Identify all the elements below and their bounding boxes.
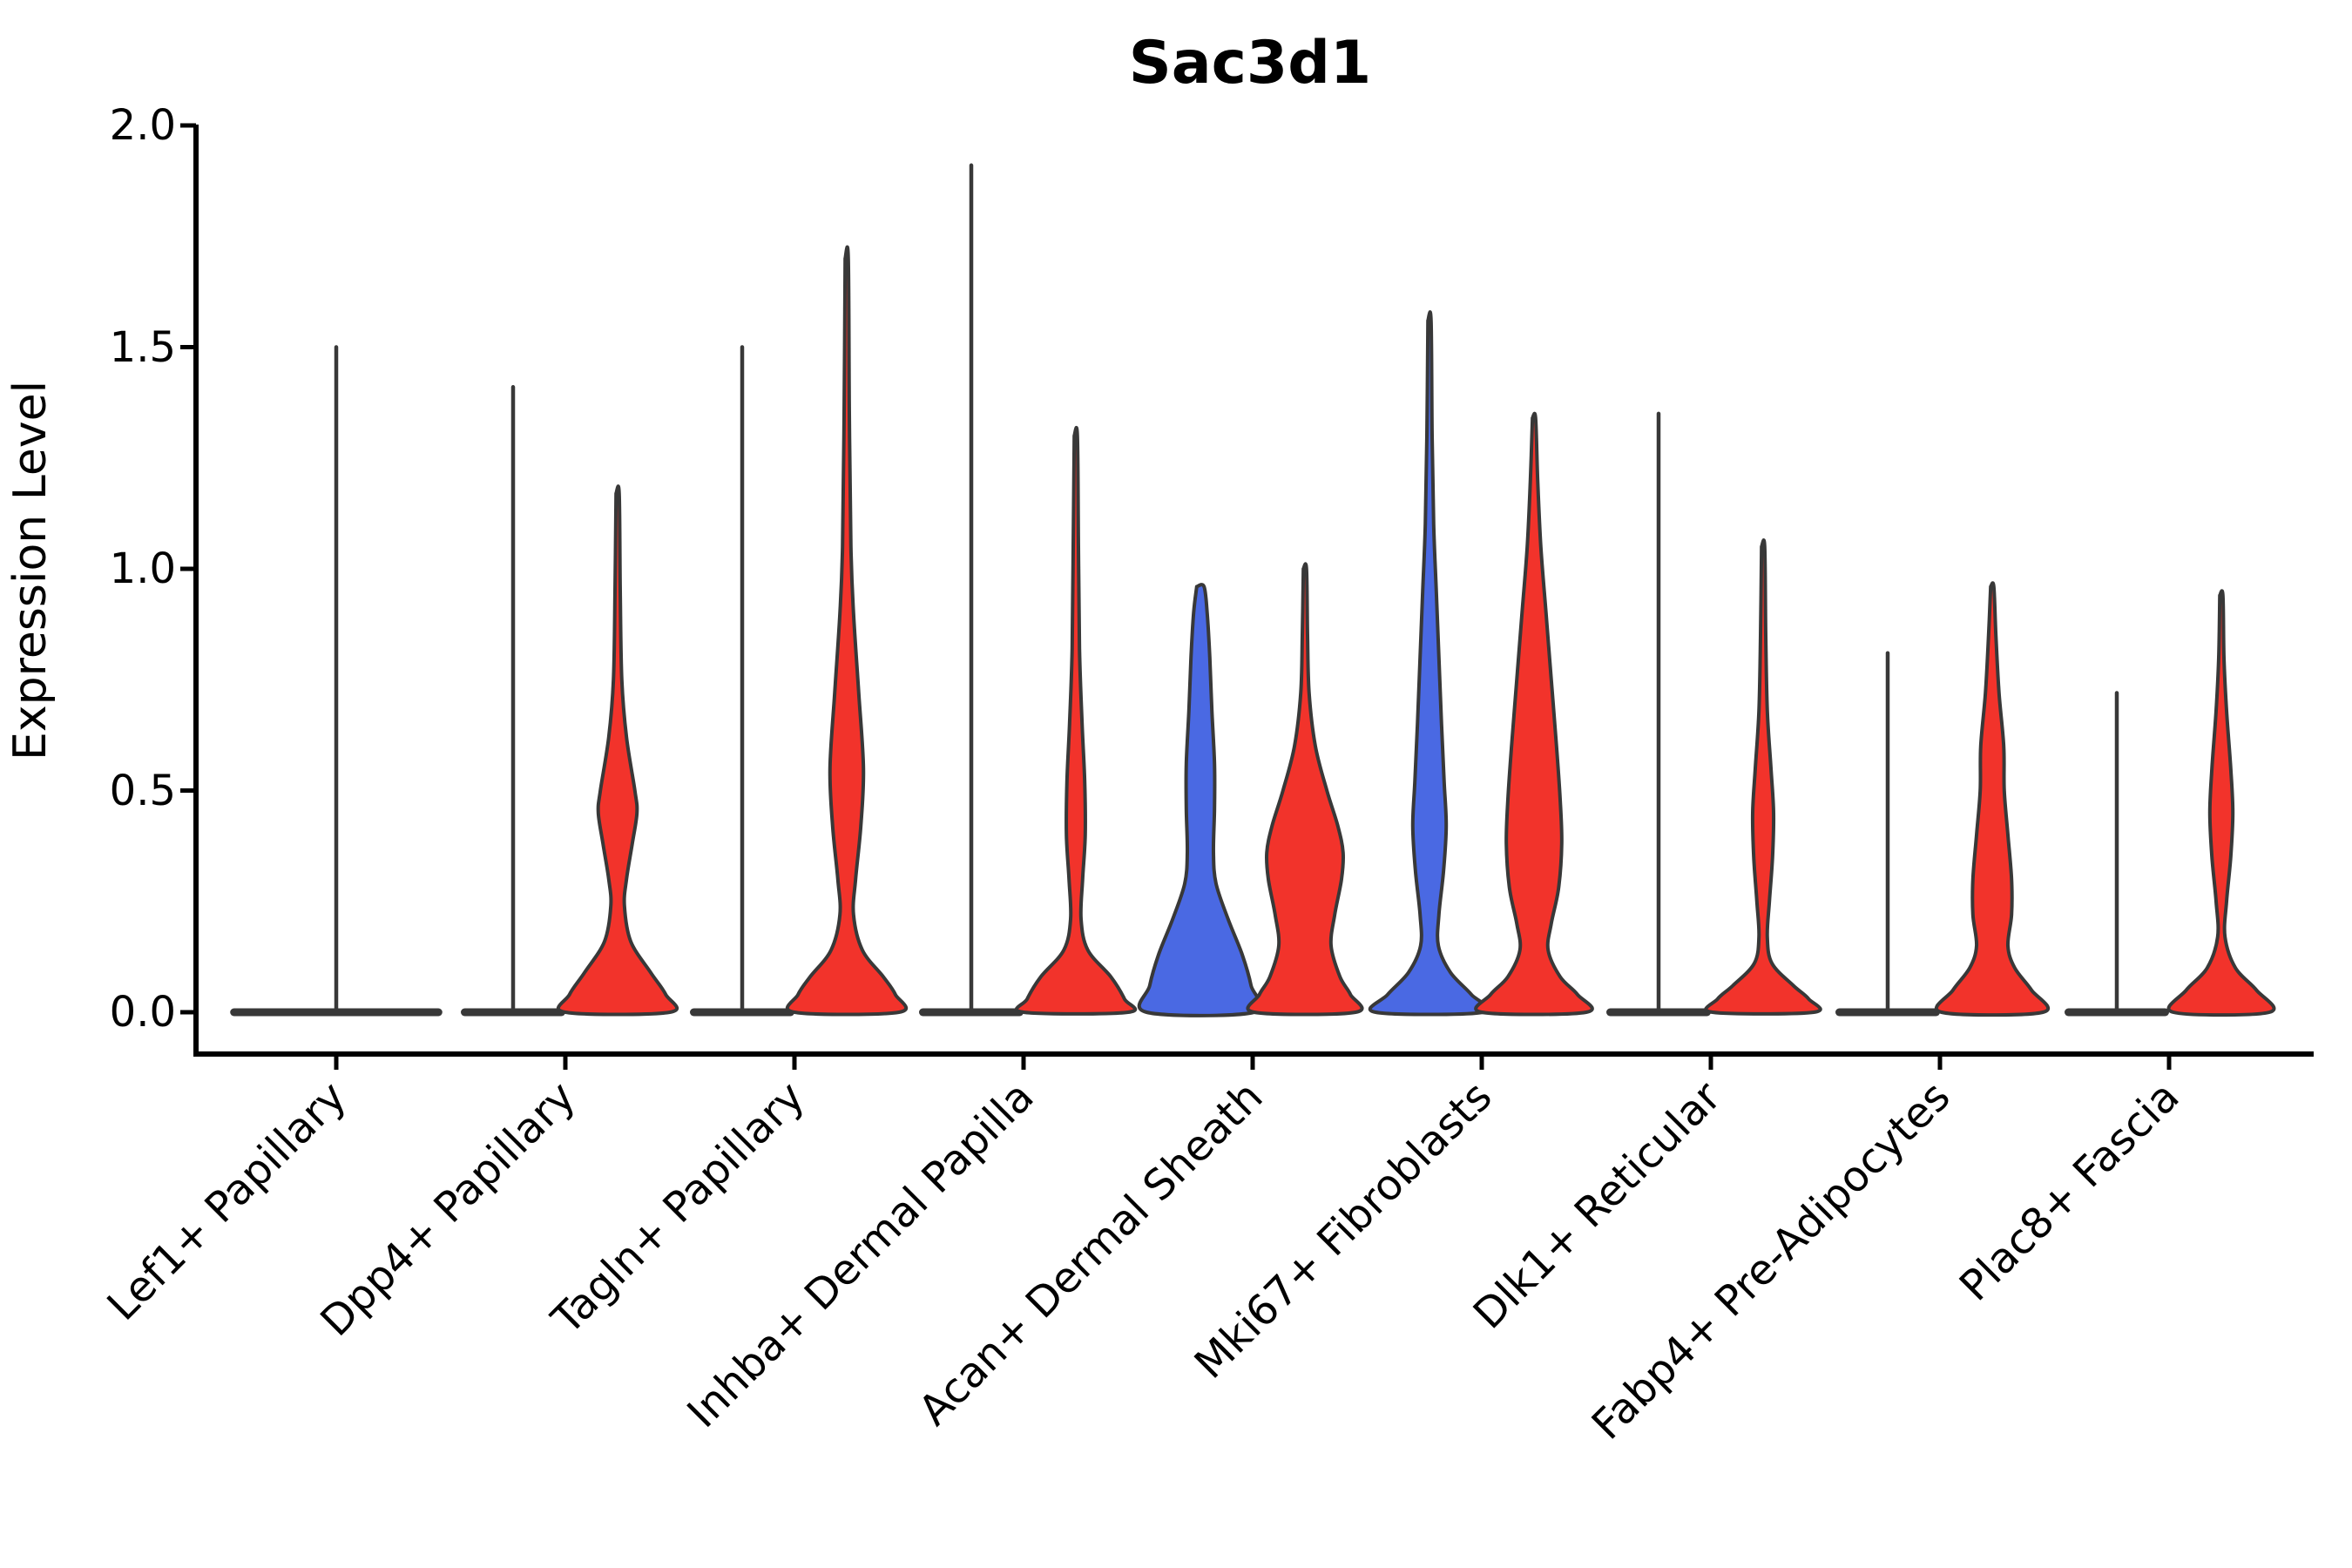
- x-tick-label-0: Lef1+ Papillary: [98, 1072, 356, 1330]
- y-tick-label-0: 0.0: [110, 988, 176, 1037]
- violin-mki67-right: [1474, 411, 1594, 1017]
- axes-layer: [180, 123, 2314, 1070]
- violin-acan-left: [1137, 583, 1264, 1017]
- violin-inhba-right: [1014, 425, 1138, 1016]
- x-tick-label-6: Dlk1+ Reticular: [1464, 1072, 1731, 1339]
- y-tick-label-4: 2.0: [110, 101, 176, 150]
- violin-tagln-right: [786, 245, 908, 1017]
- y-axis-label: Expression Level: [4, 381, 57, 760]
- x-tick-label-2: Tagln+ Papillary: [542, 1072, 814, 1344]
- y-tick-label-3: 1.5: [110, 323, 176, 372]
- violin-fabp4-right: [1934, 581, 2051, 1017]
- violin-layer: [230, 163, 2276, 1017]
- violin-dpp4-right: [557, 484, 679, 1017]
- y-tick-label-2: 1.0: [110, 544, 176, 593]
- chart-title: Sac3d1: [1129, 29, 1371, 98]
- violin-acan-right: [1246, 562, 1364, 1017]
- violin-plac8-right: [2166, 589, 2276, 1017]
- x-tick-label-8: Plac8+ Fascia: [1950, 1072, 2189, 1311]
- violin-dlk1-right: [1704, 538, 1822, 1016]
- y-tick-label-1: 0.5: [110, 767, 176, 815]
- x-tick-label-1: Dpp4+ Papillary: [311, 1072, 585, 1346]
- violin-mki67-left: [1368, 310, 1491, 1017]
- y-tick-labels: 0.0 0.5 1.0 1.5 2.0: [110, 101, 176, 1037]
